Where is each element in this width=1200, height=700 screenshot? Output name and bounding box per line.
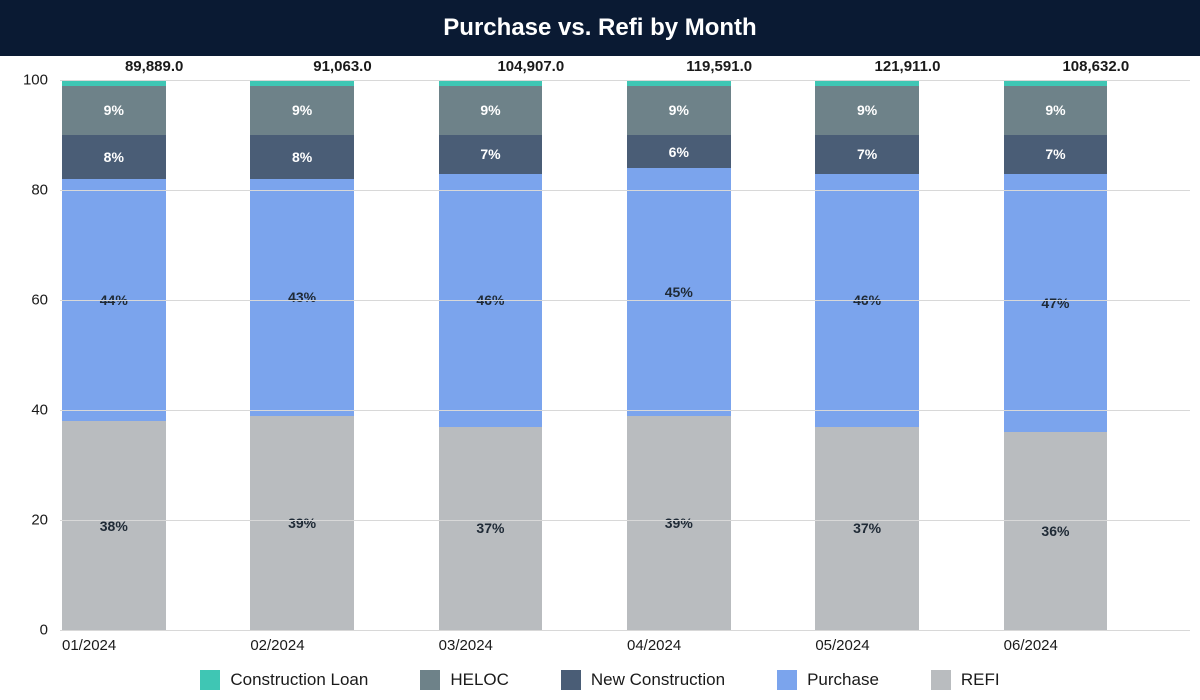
bar-segment: 39% [627, 416, 731, 631]
bar-segment: 37% [439, 427, 543, 631]
bar-slot: 108,632.036%47%7%9% [1002, 80, 1190, 630]
legend-swatch [200, 670, 220, 690]
y-tick: 20 [0, 512, 48, 529]
bar-segment: 36% [1004, 432, 1108, 630]
y-tick: 0 [0, 622, 48, 639]
bar-slot: 121,911.037%46%7%9% [813, 80, 1001, 630]
chart-header: Purchase vs. Refi by Month [0, 0, 1200, 56]
bar-segment: 9% [815, 86, 919, 136]
bar-total-label: 121,911.0 [815, 58, 999, 75]
legend-item: HELOC [420, 670, 509, 690]
bar-slot: 91,063.039%43%8%9% [248, 80, 436, 630]
bar-segment: 9% [627, 86, 731, 136]
x-tick-label: 05/2024 [813, 637, 1001, 654]
bar-slot: 104,907.037%46%7%9% [437, 80, 625, 630]
bar-total-label: 108,632.0 [1004, 58, 1188, 75]
x-tick-label: 03/2024 [437, 637, 625, 654]
x-axis: 01/202402/202403/202404/202405/202406/20… [60, 637, 1190, 654]
bar-segment: 6% [627, 135, 731, 168]
bar-segment: 7% [1004, 135, 1108, 174]
x-tick-label: 04/2024 [625, 637, 813, 654]
legend-label: REFI [961, 670, 1000, 690]
bar-stack: 36%47%7%9% [1004, 80, 1108, 630]
chart-title: Purchase vs. Refi by Month [443, 14, 756, 42]
legend-label: HELOC [450, 670, 509, 690]
legend-swatch [561, 670, 581, 690]
plot-area: 89,889.038%44%8%9%91,063.039%43%8%9%104,… [60, 80, 1190, 630]
bar-segment: 37% [815, 427, 919, 631]
bar-segment: 39% [250, 416, 354, 631]
bar-segment: 8% [250, 135, 354, 179]
legend-swatch [777, 670, 797, 690]
grid-line [60, 520, 1190, 521]
bar-stack: 37%46%7%9% [439, 80, 543, 630]
grid-line [60, 410, 1190, 411]
legend-swatch [420, 670, 440, 690]
grid-line [60, 630, 1190, 631]
x-tick-label: 02/2024 [248, 637, 436, 654]
y-tick: 80 [0, 182, 48, 199]
legend-label: Purchase [807, 670, 879, 690]
bars-container: 89,889.038%44%8%9%91,063.039%43%8%9%104,… [60, 80, 1190, 630]
legend-item: Construction Loan [200, 670, 368, 690]
y-tick: 100 [0, 72, 48, 89]
bar-total-label: 91,063.0 [250, 58, 434, 75]
grid-line [60, 80, 1190, 81]
bar-slot: 89,889.038%44%8%9% [60, 80, 248, 630]
bar-total-label: 119,591.0 [627, 58, 811, 75]
y-tick: 40 [0, 402, 48, 419]
bar-stack: 39%45%6%9% [627, 80, 731, 630]
legend-swatch [931, 670, 951, 690]
bar-segment: 38% [62, 421, 166, 630]
bar-segment: 43% [250, 179, 354, 416]
bar-segment: 7% [815, 135, 919, 174]
legend-item: New Construction [561, 670, 725, 690]
bar-segment: 8% [62, 135, 166, 179]
bar-stack: 37%46%7%9% [815, 80, 919, 630]
bar-stack: 39%43%8%9% [250, 80, 354, 630]
bar-stack: 38%44%8%9% [62, 80, 166, 630]
y-tick: 60 [0, 292, 48, 309]
bar-segment: 9% [439, 86, 543, 136]
bar-segment: 9% [1004, 86, 1108, 136]
chart-area: 020406080100 89,889.038%44%8%9%91,063.03… [0, 56, 1200, 660]
bar-segment: 9% [62, 86, 166, 136]
bar-segment: 9% [250, 86, 354, 136]
legend-item: REFI [931, 670, 1000, 690]
grid-line [60, 190, 1190, 191]
legend-label: Construction Loan [230, 670, 368, 690]
y-axis: 020406080100 [0, 80, 56, 630]
bar-total-label: 89,889.0 [62, 58, 246, 75]
legend-label: New Construction [591, 670, 725, 690]
legend: Construction Loan HELOC New Construction Pu… [0, 660, 1200, 700]
x-tick-label: 06/2024 [1002, 637, 1190, 654]
bar-segment: 47% [1004, 174, 1108, 433]
legend-item: Purchase [777, 670, 879, 690]
bar-segment: 7% [439, 135, 543, 174]
bar-segment: 45% [627, 168, 731, 416]
grid-line [60, 300, 1190, 301]
bar-total-label: 104,907.0 [439, 58, 623, 75]
bar-slot: 119,591.039%45%6%9% [625, 80, 813, 630]
x-tick-label: 01/2024 [60, 637, 248, 654]
